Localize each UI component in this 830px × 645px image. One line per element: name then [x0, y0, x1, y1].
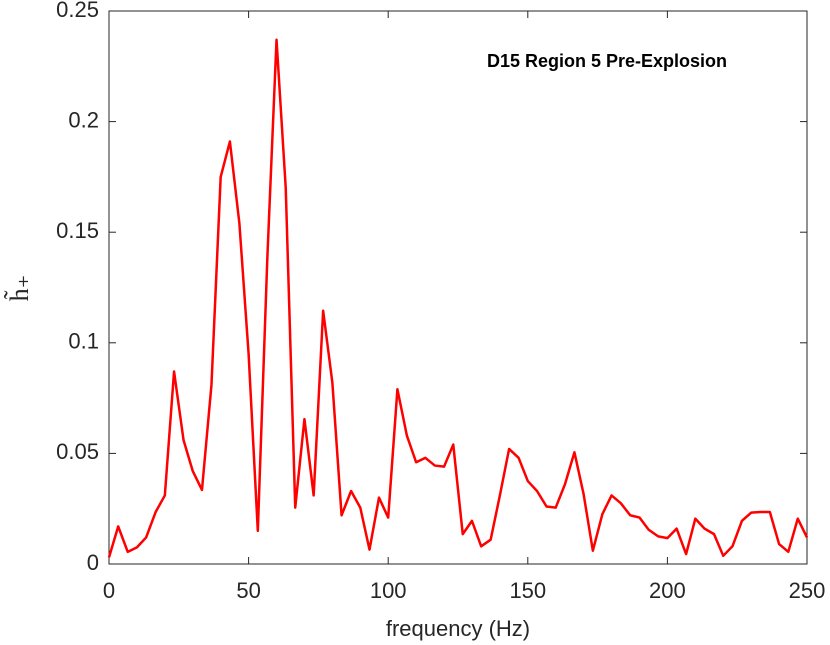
y-tick-label: 0.05: [56, 439, 99, 464]
x-axis-label: frequency (Hz): [386, 616, 530, 641]
data-line: [107, 38, 809, 558]
plot-frame: [108, 10, 808, 565]
x-tick-label: 100: [370, 578, 407, 603]
y-tick-label: 0.15: [56, 218, 99, 243]
x-tick-label: 50: [236, 578, 260, 603]
y-axis-label: h̃₊: [5, 275, 34, 302]
x-tick-label: 200: [649, 578, 686, 603]
annotation: D15 Region 5 Pre-Explosion: [487, 51, 727, 71]
y-tick-label: 0.1: [68, 329, 99, 354]
y-tick-label: 0: [87, 550, 99, 575]
y-tick-label: 0.2: [68, 107, 99, 132]
x-tick-label: 150: [509, 578, 546, 603]
y-tick-label: 0.25: [56, 0, 99, 22]
x-tick-label: 250: [789, 578, 826, 603]
x-tick-label: 0: [103, 578, 115, 603]
